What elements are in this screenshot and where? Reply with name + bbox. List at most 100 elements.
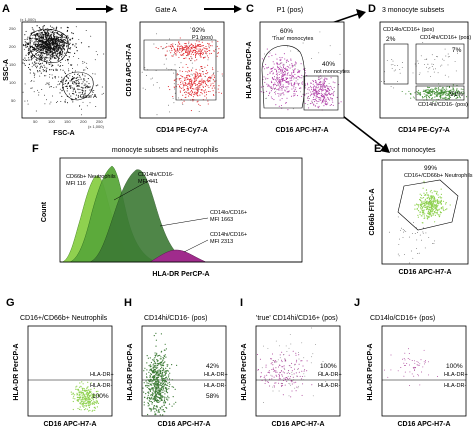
event-dot bbox=[277, 79, 279, 81]
event-dot bbox=[274, 91, 276, 93]
event-dot bbox=[52, 49, 54, 51]
event-dot bbox=[439, 200, 441, 202]
event-dot bbox=[191, 88, 193, 90]
event-dot bbox=[53, 52, 55, 54]
event-dot bbox=[145, 384, 147, 387]
event-dot bbox=[43, 34, 45, 36]
event-dot bbox=[418, 375, 419, 377]
event-dot bbox=[456, 94, 458, 96]
event-dot bbox=[91, 94, 93, 96]
event-dot bbox=[76, 399, 78, 401]
panel-j-label-pos: HLA-DR+ bbox=[444, 372, 468, 378]
event-dot bbox=[56, 40, 58, 42]
event-dot bbox=[284, 68, 287, 70]
event-dot bbox=[439, 89, 441, 91]
event-dot bbox=[55, 39, 58, 41]
event-dot bbox=[157, 355, 159, 357]
event-dot bbox=[263, 345, 264, 347]
event-dot bbox=[433, 198, 435, 200]
event-dot bbox=[275, 382, 277, 384]
event-dot bbox=[404, 352, 406, 354]
event-dot bbox=[265, 366, 267, 368]
panel-e-title: not monocytes bbox=[390, 147, 436, 154]
event-dot bbox=[264, 53, 266, 55]
event-dot bbox=[195, 84, 197, 86]
event-dot bbox=[394, 65, 396, 67]
event-dot bbox=[412, 367, 414, 369]
event-dot bbox=[55, 47, 57, 49]
event-dot bbox=[68, 47, 70, 50]
event-dot bbox=[49, 54, 51, 56]
event-dot bbox=[89, 409, 91, 412]
event-dot bbox=[162, 363, 164, 365]
event-dot bbox=[87, 86, 90, 88]
event-dot bbox=[57, 80, 59, 82]
event-dot bbox=[159, 384, 161, 386]
event-dot bbox=[416, 207, 418, 210]
event-dot bbox=[332, 81, 334, 83]
event-dot bbox=[332, 88, 334, 90]
event-dot bbox=[279, 65, 281, 67]
event-dot bbox=[298, 84, 300, 86]
event-dot bbox=[69, 52, 71, 54]
event-dot bbox=[434, 87, 436, 89]
event-dot bbox=[433, 243, 435, 245]
event-dot bbox=[188, 95, 190, 97]
event-dot bbox=[77, 393, 79, 395]
event-dot bbox=[274, 68, 276, 70]
event-dot bbox=[81, 404, 83, 406]
event-dot bbox=[190, 59, 192, 61]
event-dot bbox=[85, 66, 87, 68]
event-dot bbox=[440, 65, 441, 67]
event-dot bbox=[440, 93, 442, 95]
event-dot bbox=[322, 93, 324, 96]
event-dot bbox=[271, 77, 273, 79]
event-dot bbox=[319, 78, 321, 79]
event-dot bbox=[431, 197, 433, 199]
event-dot bbox=[414, 360, 415, 362]
event-dot bbox=[44, 58, 46, 60]
event-dot bbox=[282, 354, 284, 356]
event-dot bbox=[157, 411, 159, 413]
event-dot bbox=[278, 382, 280, 384]
event-dot bbox=[270, 87, 272, 89]
event-dot bbox=[424, 205, 426, 207]
event-dot bbox=[403, 362, 405, 364]
event-dot bbox=[98, 394, 101, 396]
event-dot bbox=[55, 54, 58, 57]
panel-a-x-tick: 50 bbox=[33, 119, 38, 124]
event-dot bbox=[154, 368, 156, 371]
histogram-annotation: CD14lo/CD16+ bbox=[210, 210, 247, 216]
event-dot bbox=[329, 99, 331, 101]
event-dot bbox=[58, 52, 60, 54]
event-dot bbox=[423, 180, 425, 182]
event-dot bbox=[440, 203, 442, 205]
event-dot bbox=[271, 81, 273, 84]
event-dot bbox=[36, 70, 39, 72]
panel-d-gate-label-cd14hi-neg: CD14hi/CD16- (pos) bbox=[418, 102, 468, 108]
event-dot bbox=[438, 202, 440, 204]
event-dot bbox=[90, 390, 92, 392]
event-dot bbox=[430, 206, 432, 208]
event-dot bbox=[411, 232, 413, 234]
event-dot bbox=[173, 72, 175, 74]
panel-a-ylabel: SSC-A bbox=[3, 59, 10, 81]
event-dot bbox=[198, 81, 200, 83]
event-dot bbox=[48, 49, 50, 51]
event-dot bbox=[420, 194, 423, 196]
event-dot bbox=[38, 54, 40, 56]
event-dot bbox=[66, 46, 68, 48]
event-dot bbox=[448, 96, 450, 98]
event-dot bbox=[455, 70, 457, 72]
event-dot bbox=[36, 67, 38, 69]
event-dot bbox=[145, 380, 147, 382]
event-dot bbox=[322, 87, 324, 89]
event-dot bbox=[291, 64, 293, 66]
event-dot bbox=[442, 207, 444, 209]
event-dot bbox=[400, 229, 402, 231]
panel-c-letter: C bbox=[246, 3, 254, 15]
event-dot bbox=[164, 380, 166, 382]
event-dot bbox=[285, 78, 287, 81]
event-dot bbox=[60, 51, 62, 53]
event-dot bbox=[178, 79, 180, 81]
